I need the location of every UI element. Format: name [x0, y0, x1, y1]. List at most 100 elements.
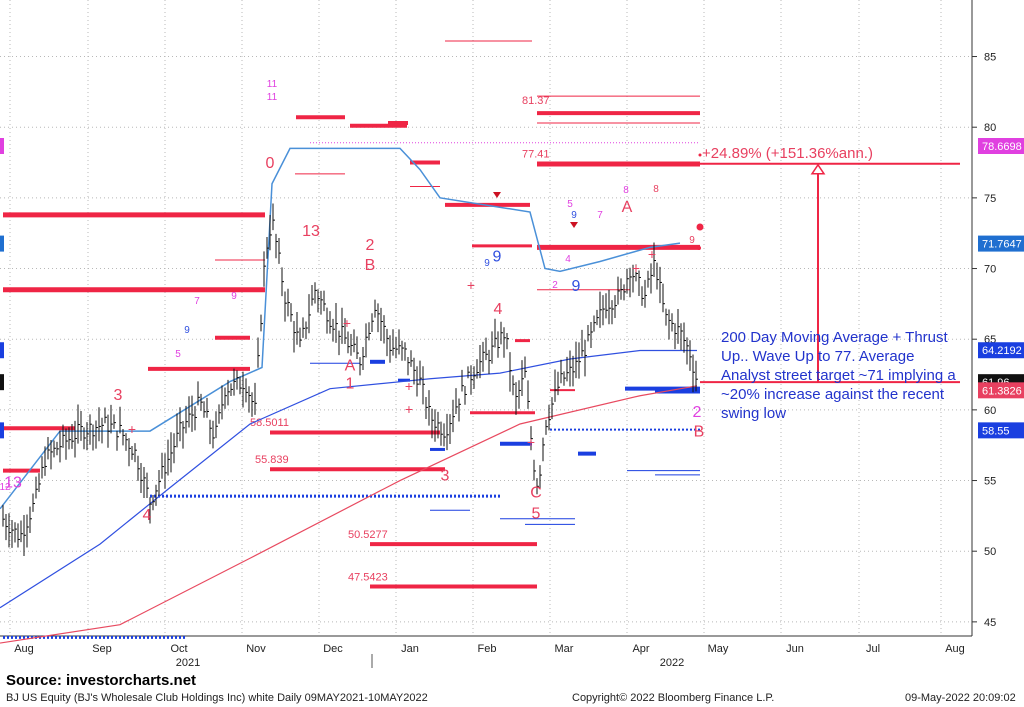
axis-value-tag [978, 382, 1024, 399]
setup-count: 8 [623, 185, 629, 196]
x-tick-label: May [708, 643, 729, 655]
x-tick-label: Feb [478, 643, 497, 655]
x-tick-label: Jul [866, 643, 880, 655]
footer-timestamp: 09-May-2022 20:09:02 [905, 692, 1016, 704]
wave-label: 4 [143, 507, 152, 524]
setup-count: 12 [0, 482, 11, 493]
y-tick-label: 75 [984, 193, 996, 205]
plus-marker: + [405, 401, 413, 417]
x-tick-label: Dec [323, 643, 343, 655]
axis-value-tag [978, 138, 1024, 155]
axis-value-tag-label: 58.55 [982, 425, 1010, 437]
wave-label: 9 [493, 248, 502, 265]
footer-copyright: Copyright© 2022 Bloomberg Finance L.P. [572, 692, 775, 704]
y-tick-label: 50 [984, 546, 996, 558]
level-label: 81.37 [522, 95, 550, 107]
wave-label: 1 [346, 376, 355, 393]
plus-marker: + [405, 378, 413, 394]
wave-label: 13 [4, 475, 22, 492]
wave-label: B [694, 424, 705, 441]
source-label: Source: investorcharts.net [6, 672, 197, 689]
projection-arrow-head [810, 163, 826, 175]
plus-marker: + [648, 246, 656, 262]
setup-count: 11 [267, 79, 278, 90]
wave-label: 4 [494, 301, 503, 318]
plus-marker: + [467, 277, 475, 293]
x-tick-label: Jan [401, 643, 419, 655]
axis-value-tag-label: 61.3826 [982, 385, 1022, 397]
setup-count: 5 [567, 199, 573, 210]
left-edge-tag [0, 422, 4, 439]
x-tick-label: Oct [170, 643, 187, 655]
wave-label: 3 [114, 387, 123, 404]
setup-count: 4 [565, 254, 571, 265]
chart-annotation: 200 Day Moving Average + Thrust Up.. Wav… [721, 329, 956, 422]
series-line-2 [0, 349, 697, 609]
level-label: 77.41 [522, 149, 550, 161]
wave-label: A [622, 199, 633, 216]
setup-count: 9 [484, 258, 490, 269]
plus-marker: + [527, 434, 535, 450]
sell-arrow [493, 192, 501, 198]
x-tick-label: Mar [555, 643, 574, 655]
wave-label: B [365, 257, 376, 274]
x-tick-label: Sep [92, 643, 112, 655]
year-label: 2021 [176, 657, 200, 669]
left-edge-tag [0, 374, 4, 391]
wave-label: 3 [441, 468, 450, 485]
setup-count: 9 [571, 210, 577, 221]
plus-marker: + [632, 260, 640, 276]
y-tick-label: 55 [984, 476, 996, 488]
wave-label: 2 [366, 237, 375, 254]
wave-label: 2 [693, 404, 702, 421]
level-label: 58.5011 [250, 417, 289, 429]
y-tick-label: 80 [984, 122, 996, 134]
wave-label: 13 [302, 223, 320, 240]
left-edge-tag [0, 235, 4, 252]
x-tick-label: Jun [786, 643, 804, 655]
plot-area [0, 0, 972, 636]
plus-marker: + [343, 315, 351, 331]
axis-value-tag [978, 235, 1024, 252]
projection-target-label: +24.89% (+151.36%ann.) [702, 145, 873, 162]
x-tick-label: Aug [14, 643, 34, 655]
signal-dot [698, 153, 702, 157]
series-line-3 [0, 147, 681, 510]
wave-label: 0 [266, 155, 275, 172]
axis-value-tag-label: 78.6698 [982, 141, 1022, 153]
setup-count: 9 [184, 325, 190, 336]
wave-label: C [530, 484, 542, 501]
wave-label: 5 [532, 506, 541, 523]
axis-value-tag [978, 422, 1024, 439]
setup-count: 11 [267, 92, 278, 103]
setup-count: 9 [231, 291, 237, 302]
axis-value-tag [978, 342, 1024, 359]
level-label: 50.5277 [348, 529, 388, 541]
x-tick-label: Aug [945, 643, 965, 655]
x-tick-label: Nov [246, 643, 266, 655]
y-tick-label: 60 [984, 405, 996, 417]
axis-value-tag-label: 71.7647 [982, 239, 1022, 251]
footer-security-info: BJ US Equity (BJ's Wholesale Club Holdin… [6, 692, 428, 704]
setup-count: 5 [175, 349, 181, 360]
x-tick-label: Apr [632, 643, 649, 655]
setup-count: 8 [653, 184, 659, 195]
y-tick-label: 70 [984, 264, 996, 276]
setup-count: 2 [552, 280, 558, 291]
level-label: 47.5423 [348, 571, 388, 583]
wave-label: A [345, 357, 356, 374]
left-edge-tag [0, 342, 4, 359]
wave-label: 9 [572, 278, 581, 295]
signal-dot [697, 246, 701, 250]
left-edge-tag [0, 138, 4, 155]
y-tick-label: 45 [984, 617, 996, 629]
axis-value-tag-label: 64.2192 [982, 345, 1022, 357]
y-tick-label: 85 [984, 52, 996, 64]
setup-count: 9 [689, 235, 695, 246]
setup-count: 7 [194, 296, 200, 307]
signal-dot [696, 223, 704, 231]
sell-arrow [570, 222, 578, 228]
year-label: 2022 [660, 657, 684, 669]
